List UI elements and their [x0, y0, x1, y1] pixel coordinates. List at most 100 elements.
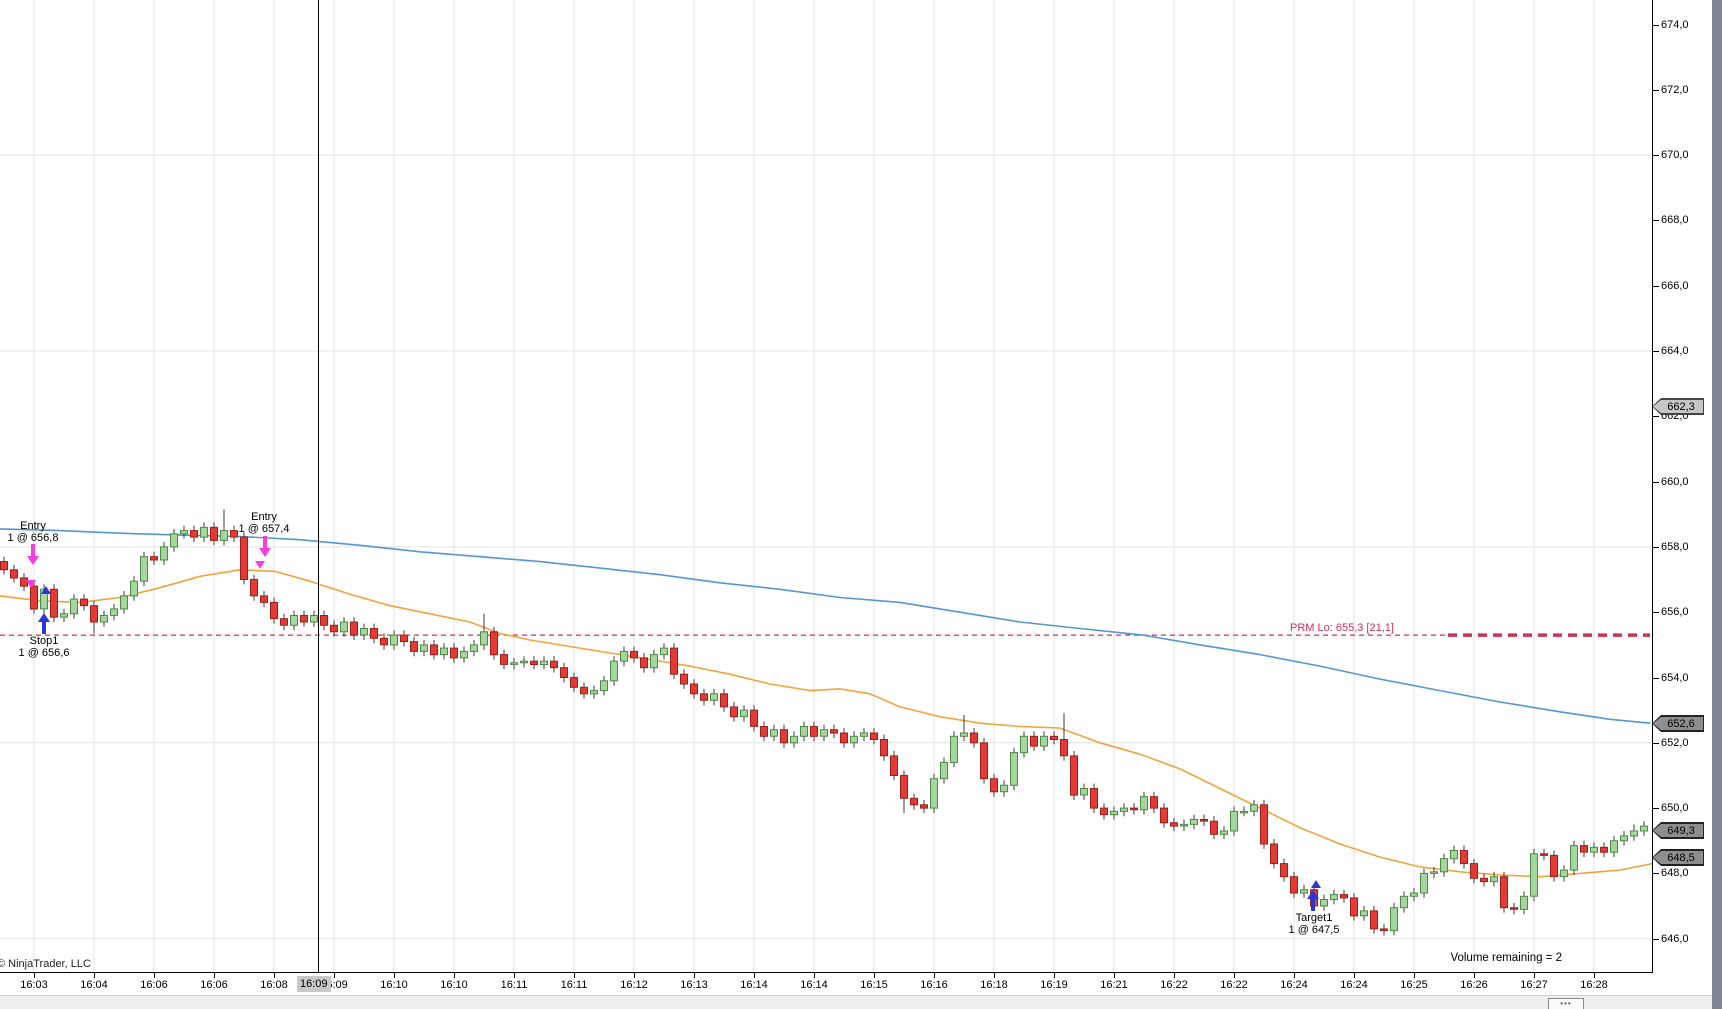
price-axis-label: 660,0: [1661, 476, 1689, 488]
time-axis-tick: [1054, 973, 1055, 978]
time-axis-tick: [694, 973, 695, 978]
price-axis-label: 672,0: [1661, 84, 1689, 96]
price-axis-tick: [1653, 286, 1659, 287]
candlestick-chart[interactable]: [0, 0, 1652, 972]
time-axis-label: 16:18: [980, 979, 1008, 991]
price-axis-tick: [1653, 416, 1659, 417]
time-axis-label: 16:10: [440, 979, 468, 991]
entry-2-label: Entry 1 @ 657,4: [238, 511, 290, 535]
time-axis-label: 16:24: [1340, 979, 1368, 991]
entry-1-label: Entry 1 @ 656,8: [7, 520, 59, 544]
vertical-scrollbar[interactable]: [1712, 0, 1722, 1009]
stop-1-fill-marker-icon: [41, 586, 51, 594]
crosshair-time-tag: 16:09: [297, 976, 331, 992]
chart-plot-area[interactable]: PRM Lo: 655,3 [21,1] Entry 1 @ 656,8 Entry…: [0, 0, 1652, 972]
prm-lo-line-label: PRM Lo: 655,3 [21,1]: [1290, 622, 1394, 635]
target-1-label: Target1 1 @ 647,5: [1288, 912, 1340, 936]
price-axis-tick: [1653, 612, 1659, 613]
time-axis-label: 16:21: [1100, 979, 1128, 991]
price-tag-662-3: 662,3: [1652, 398, 1704, 415]
price-tag-648-5: 648,5: [1652, 849, 1704, 866]
time-axis-tick: [94, 973, 95, 978]
time-axis-tick: [574, 973, 575, 978]
entry-2-fill-marker-icon: [255, 561, 265, 569]
price-tag-649-3: 649,3: [1652, 822, 1704, 839]
price-axis-label: 674,0: [1661, 19, 1689, 31]
price-axis-label: 658,0: [1661, 541, 1689, 553]
time-axis-label: 16:27: [1520, 979, 1548, 991]
target-1-arrow-icon: [1307, 890, 1319, 911]
price-axis-tick: [1653, 743, 1659, 744]
entry-1-arrow-icon: [27, 544, 39, 565]
time-axis-label: 16:11: [500, 979, 528, 991]
time-axis[interactable]: 16:09 16:03 16:04 16:06 16:06 16:08 16:09 16:1…: [0, 972, 1653, 996]
price-axis-label: 652,0: [1661, 737, 1689, 749]
time-axis-tick: [934, 973, 935, 978]
price-axis-label: 648,0: [1661, 867, 1689, 879]
time-axis-label: 16:06: [200, 979, 228, 991]
time-axis-tick: [34, 973, 35, 978]
time-axis-label: 16:28: [1580, 979, 1608, 991]
time-axis-label: 16:22: [1220, 979, 1248, 991]
price-axis-tick: [1653, 808, 1659, 809]
volume-remaining-text: Volume remaining = 2: [1450, 952, 1562, 964]
time-axis-tick: [634, 973, 635, 978]
price-axis-label: 670,0: [1661, 149, 1689, 161]
time-axis-tick: [1474, 973, 1475, 978]
time-axis-label: 16:26: [1460, 979, 1488, 991]
time-axis-label: 16:24: [1280, 979, 1308, 991]
time-axis-tick: [994, 973, 995, 978]
time-axis-label: 16:19: [1040, 979, 1068, 991]
time-axis-tick: [1114, 973, 1115, 978]
time-axis-label: 16:12: [620, 979, 648, 991]
price-axis-tick: [1653, 547, 1659, 548]
time-axis-tick: [454, 973, 455, 978]
stop-1-label: Stop1 1 @ 656,6: [18, 635, 70, 659]
target-1-fill-marker-icon: [1311, 880, 1321, 888]
price-axis-tick: [1653, 482, 1659, 483]
price-axis-label: 666,0: [1661, 280, 1689, 292]
time-axis-label: 16:16: [920, 979, 948, 991]
copyright-text: © NinjaTrader, LLC: [0, 958, 91, 970]
entry-2-arrow-icon: [259, 536, 271, 557]
time-axis-label: 16:08: [260, 979, 288, 991]
price-axis-tick: [1653, 25, 1659, 26]
time-axis-label: 16:22: [1160, 979, 1188, 991]
price-axis-label: 654,0: [1661, 672, 1689, 684]
stop-1-arrow-icon: [38, 613, 50, 634]
price-axis-tick: [1653, 220, 1659, 221]
time-axis-tick: [1534, 973, 1535, 978]
time-axis-tick: [154, 973, 155, 978]
crosshair-vertical-line[interactable]: [318, 0, 319, 972]
time-axis-label: 16:04: [80, 979, 108, 991]
time-axis-label: 16:11: [560, 979, 588, 991]
time-axis-tick: [1294, 973, 1295, 978]
price-axis[interactable]: 674,0 672,0 670,0 668,0 666,0 664,0 662,0 660,0…: [1652, 0, 1713, 1009]
time-axis-tick: [274, 973, 275, 978]
time-axis-tick: [874, 973, 875, 978]
price-axis-tick: [1653, 939, 1659, 940]
time-axis-label: 16:14: [740, 979, 768, 991]
time-axis-label: 16:15: [860, 979, 888, 991]
time-axis-tick: [814, 973, 815, 978]
horizontal-scrollbar[interactable]: •••: [0, 995, 1712, 1009]
time-axis-tick: [1234, 973, 1235, 978]
time-axis-label: 16:13: [680, 979, 708, 991]
time-axis-tick: [1174, 973, 1175, 978]
scrollbar-grip-icon[interactable]: •••: [1548, 998, 1584, 1009]
price-axis-label: 668,0: [1661, 214, 1689, 226]
time-axis-tick: [1354, 973, 1355, 978]
price-axis-tick: [1653, 90, 1659, 91]
price-tag-652-6: 652,6: [1652, 715, 1704, 732]
time-axis-tick: [394, 973, 395, 978]
price-axis-label: 664,0: [1661, 345, 1689, 357]
time-axis-tick: [514, 973, 515, 978]
entry-1-fill-marker-icon: [26, 580, 36, 588]
time-axis-tick: [754, 973, 755, 978]
time-axis-label: 16:14: [800, 979, 828, 991]
time-axis-label: 16:03: [20, 979, 48, 991]
price-axis-tick: [1653, 873, 1659, 874]
time-axis-tick: [334, 973, 335, 978]
price-axis-label: 650,0: [1661, 802, 1689, 814]
